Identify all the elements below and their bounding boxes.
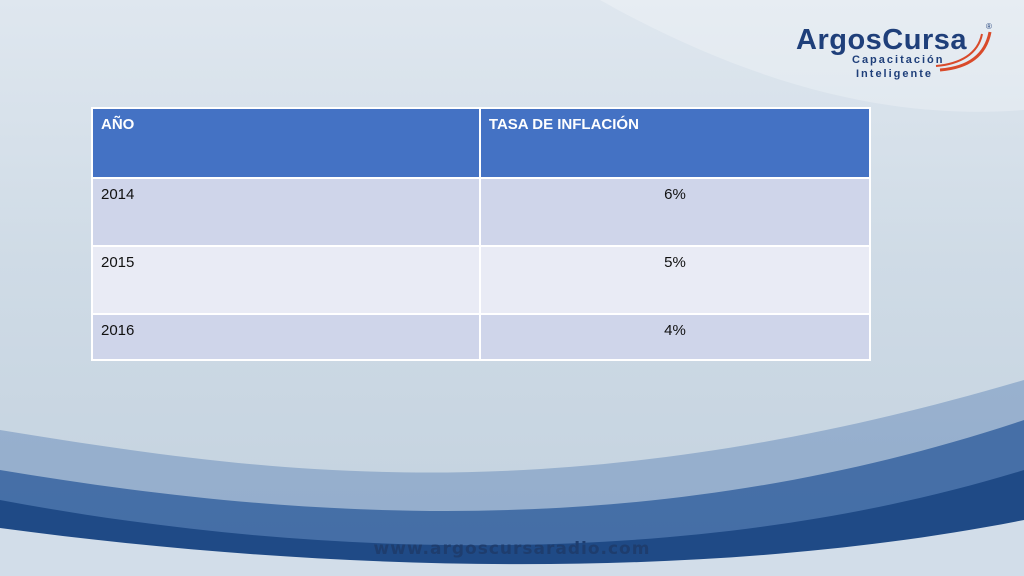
footer-website-url: www.argoscursaradio.com <box>373 539 651 559</box>
cell-year: 2014 <box>91 177 481 247</box>
header-inflation-rate: TASA DE INFLACIÓN <box>478 107 872 179</box>
table-row: 2016 4% <box>91 313 872 361</box>
cell-rate: 4% <box>478 313 872 361</box>
cell-year: 2015 <box>91 245 481 315</box>
logo-registered-mark: ® <box>986 22 992 31</box>
logo-wordmark-part1: Argos <box>796 24 883 56</box>
logo-swoosh-icon <box>935 31 992 72</box>
logo-tagline-line2: Inteligente <box>856 68 934 80</box>
logo-tagline-line1: Capacitación <box>852 54 945 66</box>
logo-wordmark: ArgosCursa <box>796 24 967 57</box>
logo-wordmark-part2: Cursa <box>882 24 967 56</box>
argoscursa-logo: ArgosCursa ® Capacitación Inteligente <box>790 18 1000 80</box>
cell-rate: 6% <box>478 177 872 247</box>
table-header-row: AÑO TASA DE INFLACIÓN <box>91 107 872 179</box>
inflation-table: AÑO TASA DE INFLACIÓN 2014 6% 2015 5% 20… <box>91 107 872 361</box>
header-year: AÑO <box>91 107 481 179</box>
table-row: 2014 6% <box>91 177 872 247</box>
cell-year: 2016 <box>91 313 481 361</box>
cell-rate: 5% <box>478 245 872 315</box>
table-row: 2015 5% <box>91 245 872 315</box>
